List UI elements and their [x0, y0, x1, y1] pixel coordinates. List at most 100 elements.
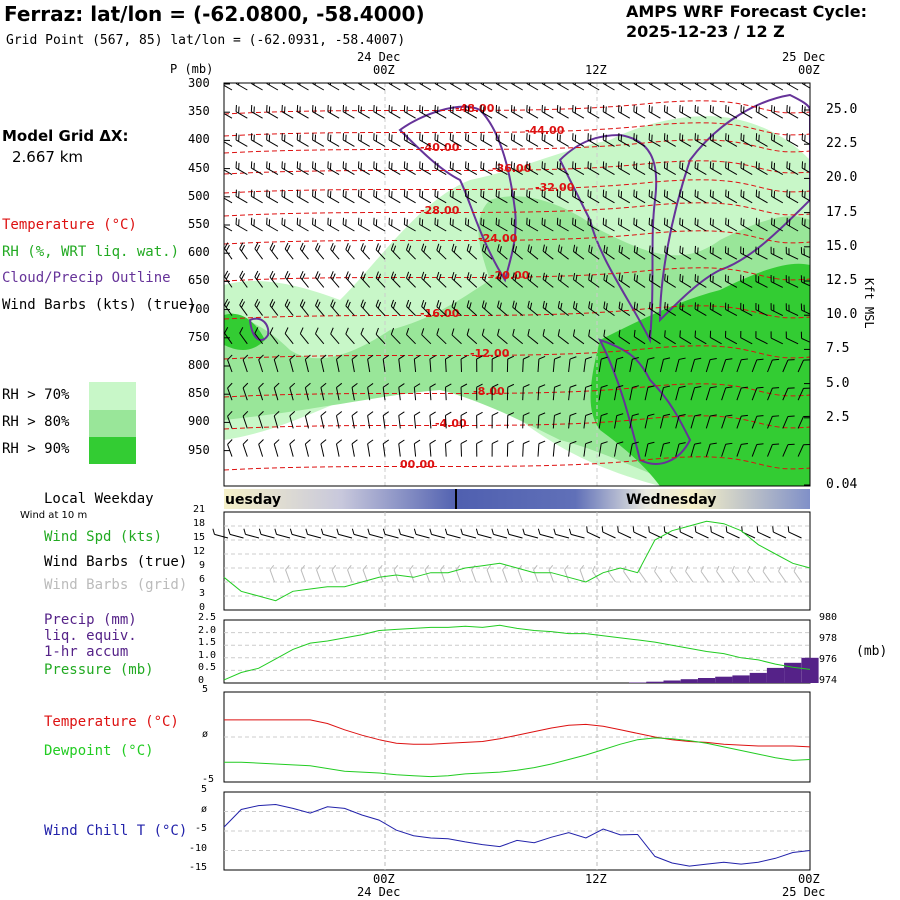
dewpoint-label: Dewpoint (°C)	[44, 743, 154, 759]
wind-barb	[254, 270, 264, 288]
precip-ytick: 1.5	[198, 637, 217, 649]
top-day-label: 24 Dec	[357, 50, 401, 64]
barb-true	[506, 528, 523, 539]
wind-barb	[421, 271, 432, 288]
wind-barb	[224, 162, 233, 176]
kft-tick: 10.0	[826, 307, 858, 323]
wind-barb	[557, 329, 569, 345]
wind-barb	[258, 439, 264, 457]
wind-barb	[451, 328, 462, 345]
wind-barb	[497, 272, 508, 288]
wind-barb	[342, 189, 355, 204]
wind-barb	[367, 439, 374, 457]
isotherm-line	[223, 345, 811, 360]
kft-tick: 5.0	[826, 375, 850, 391]
wind-barb	[419, 217, 432, 232]
wind-ytick: 15	[193, 532, 206, 543]
wind-barb	[771, 189, 784, 204]
wind-barb	[421, 328, 432, 345]
wind-barb	[506, 383, 515, 401]
wind-barb	[633, 83, 646, 91]
wind-barb	[434, 161, 447, 176]
wind-barb	[510, 217, 523, 232]
wind-barb	[506, 412, 515, 429]
wind-barb	[250, 161, 263, 176]
wind-barb	[736, 443, 748, 457]
wind-barb	[382, 439, 389, 457]
barb-grid	[440, 564, 446, 583]
wind-barb	[541, 83, 554, 91]
wind-barb	[663, 104, 676, 119]
kft-tick: 17.5	[826, 204, 858, 220]
wind-barb	[705, 386, 717, 401]
wind-barb	[801, 133, 810, 147]
barb-grid	[331, 564, 337, 583]
wind-barb	[434, 217, 447, 232]
wind-barb	[725, 83, 738, 91]
wind-barb	[800, 331, 810, 345]
wind-barb	[552, 440, 561, 457]
wind-barb	[572, 301, 585, 317]
wind-barb	[705, 414, 717, 429]
wind-barb	[315, 327, 325, 345]
wind-barb	[375, 299, 386, 316]
kft-axis-label: Kft MSL	[862, 278, 876, 329]
wind-barb	[413, 439, 421, 457]
wind-barb	[480, 133, 493, 147]
wind-barb	[694, 83, 707, 91]
pressure-ytick: 980	[819, 612, 838, 623]
wind-barb	[495, 161, 508, 176]
wind-barb	[398, 439, 405, 457]
wind-barb	[786, 217, 799, 232]
wind-barb	[568, 384, 577, 401]
wind-barb	[740, 83, 753, 91]
wind-barb	[250, 217, 263, 232]
wind-barb	[390, 271, 401, 288]
wind-barb	[675, 385, 686, 401]
wind-barb	[771, 217, 784, 232]
wind-barb	[526, 104, 539, 119]
wind-barb	[357, 217, 370, 232]
wind-barb	[235, 161, 248, 176]
wind-barb	[537, 412, 546, 429]
rh90-swatch	[89, 437, 136, 464]
pressure-tick: 500	[188, 188, 210, 203]
wind-barb	[375, 243, 386, 260]
wind-barb	[312, 217, 325, 232]
kft-tick: 0.04	[826, 477, 858, 492]
wind-barb	[771, 161, 784, 176]
isotherm-line	[223, 456, 811, 471]
wind-barb	[315, 299, 325, 316]
wind-barb	[224, 298, 233, 316]
wind-barb	[224, 327, 233, 345]
barb-grid	[393, 564, 399, 583]
wind-barb	[510, 133, 523, 147]
wind-barb	[429, 383, 436, 401]
wind-barb	[694, 302, 707, 317]
wind-barb	[327, 104, 340, 119]
barb-grid	[502, 564, 508, 583]
wind-barb	[644, 385, 655, 401]
cloud-outline-5	[248, 317, 270, 341]
model-grid-label: Model Grid ΔX:	[2, 127, 129, 145]
wind-barb	[296, 133, 309, 147]
precip-bar	[749, 672, 767, 683]
bottom-hour-00z-end: 00Z	[798, 872, 820, 886]
wind-barb	[242, 410, 249, 429]
wind-barb	[330, 299, 340, 316]
isotherm-line	[223, 179, 811, 194]
wind-barb	[583, 384, 593, 401]
pressure-tick: 650	[188, 273, 210, 288]
weekday-label: Local Weekday	[44, 491, 154, 507]
wind-barb	[751, 415, 764, 429]
wind-barb	[266, 189, 279, 204]
time-series-panels	[212, 511, 819, 871]
wind-barb	[629, 441, 639, 457]
barb-grid	[669, 565, 678, 583]
wind-barb	[373, 189, 386, 204]
wind-barb	[694, 245, 707, 260]
wind-barb	[740, 189, 753, 204]
isotherm-line	[223, 267, 811, 282]
wind-barb	[335, 439, 343, 457]
wind-barb	[506, 440, 515, 457]
